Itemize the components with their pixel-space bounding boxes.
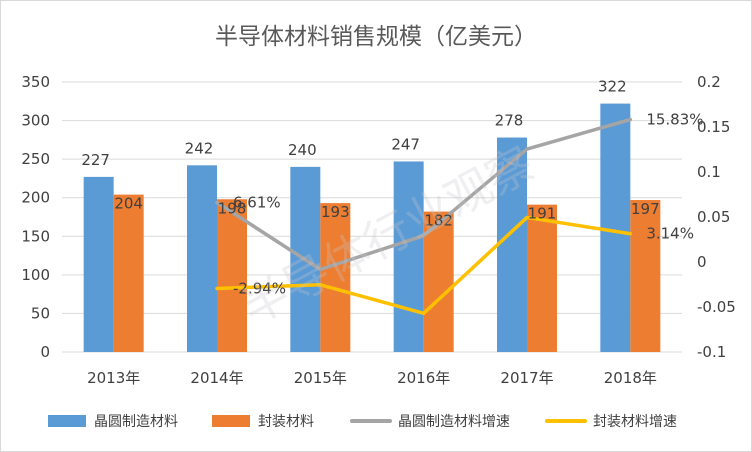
bar-package [527, 204, 557, 352]
legend-label: 封装材料增速 [593, 414, 677, 430]
bar-package [217, 199, 247, 352]
chart-title: 半导体材料销售规模（亿美元） [215, 24, 537, 50]
x-axis: 2013年 2014年 2015年 2016年 2017年 2018年 [87, 369, 657, 387]
legend-label: 封装材料 [258, 414, 314, 430]
lines [215, 117, 633, 316]
x-tick-label: 2014年 [190, 369, 243, 387]
right-tick-label: 0.1 [697, 163, 721, 181]
legend-label: 晶圆制造材料 [94, 414, 178, 430]
right-tick-label: 0.2 [697, 73, 721, 91]
bar-data-label: 242 [185, 139, 214, 157]
bar-package [630, 200, 661, 352]
line-package-growth [215, 215, 633, 316]
bar-package [423, 211, 454, 352]
legend: 晶圆制造材料 封装材料 晶圆制造材料增速 封装材料增速 [48, 414, 677, 430]
bar-data-label: 247 [391, 135, 420, 153]
x-tick-label: 2018年 [604, 369, 657, 387]
left-tick-label: 50 [31, 304, 50, 322]
right-tick-label: -0.1 [697, 343, 726, 361]
right-tick-label: 0.15 [697, 118, 730, 136]
bar-wafer [393, 161, 424, 352]
left-axis: 0 50 100 150 200 250 300 350 [21, 73, 50, 361]
left-tick-label: 300 [21, 112, 50, 130]
x-tick-label: 2017年 [500, 369, 553, 387]
bar-data-label: 204 [114, 195, 143, 213]
gridlines [62, 81, 682, 353]
data-labels: 227 242 240 247 278 322 204 198 193 182 191 197 6.61… [81, 78, 703, 298]
line-data-label: -2.94% [233, 279, 286, 297]
bar-data-label: 193 [321, 203, 350, 221]
right-tick-label: 0.05 [697, 208, 730, 226]
line-wafer-growth [215, 117, 633, 272]
left-tick-label: 100 [21, 266, 50, 284]
bar-data-label: 227 [81, 151, 110, 169]
bars [83, 103, 661, 352]
bar-wafer [497, 137, 527, 352]
line-data-label: 15.83% [646, 111, 703, 129]
legend-swatch [212, 415, 250, 427]
left-tick-label: 250 [21, 150, 50, 168]
bar-data-label: 191 [528, 205, 557, 223]
bar-package [320, 203, 351, 352]
bar-wafer [600, 103, 631, 352]
bar-wafer [187, 165, 217, 352]
legend-label: 晶圆制造材料增速 [398, 414, 510, 430]
bar-data-label: 197 [631, 200, 660, 218]
bar-package [113, 194, 144, 352]
bar-data-label: 240 [288, 141, 317, 159]
x-tick-label: 2016年 [397, 369, 450, 387]
bar-data-label: 322 [598, 78, 627, 96]
bar-data-label: 198 [218, 199, 247, 217]
x-tick-label: 2013年 [87, 369, 140, 387]
right-tick-label: 0 [697, 253, 707, 271]
legend-swatch [48, 415, 86, 427]
right-tick-label: -0.05 [697, 298, 736, 316]
line-data-label: 6.61% [233, 194, 281, 212]
left-tick-label: 200 [21, 189, 50, 207]
left-tick-label: 150 [21, 227, 50, 245]
bar-wafer [83, 176, 114, 352]
bar-data-label: 182 [424, 212, 453, 230]
left-tick-label: 0 [40, 343, 50, 361]
x-tick-label: 2015年 [294, 369, 347, 387]
left-tick-label: 350 [21, 73, 50, 91]
right-axis: -0.1 -0.05 0 0.05 0.1 0.15 0.2 [697, 73, 736, 361]
bar-data-label: 278 [495, 112, 524, 130]
line-data-label: 3.14% [646, 225, 694, 243]
